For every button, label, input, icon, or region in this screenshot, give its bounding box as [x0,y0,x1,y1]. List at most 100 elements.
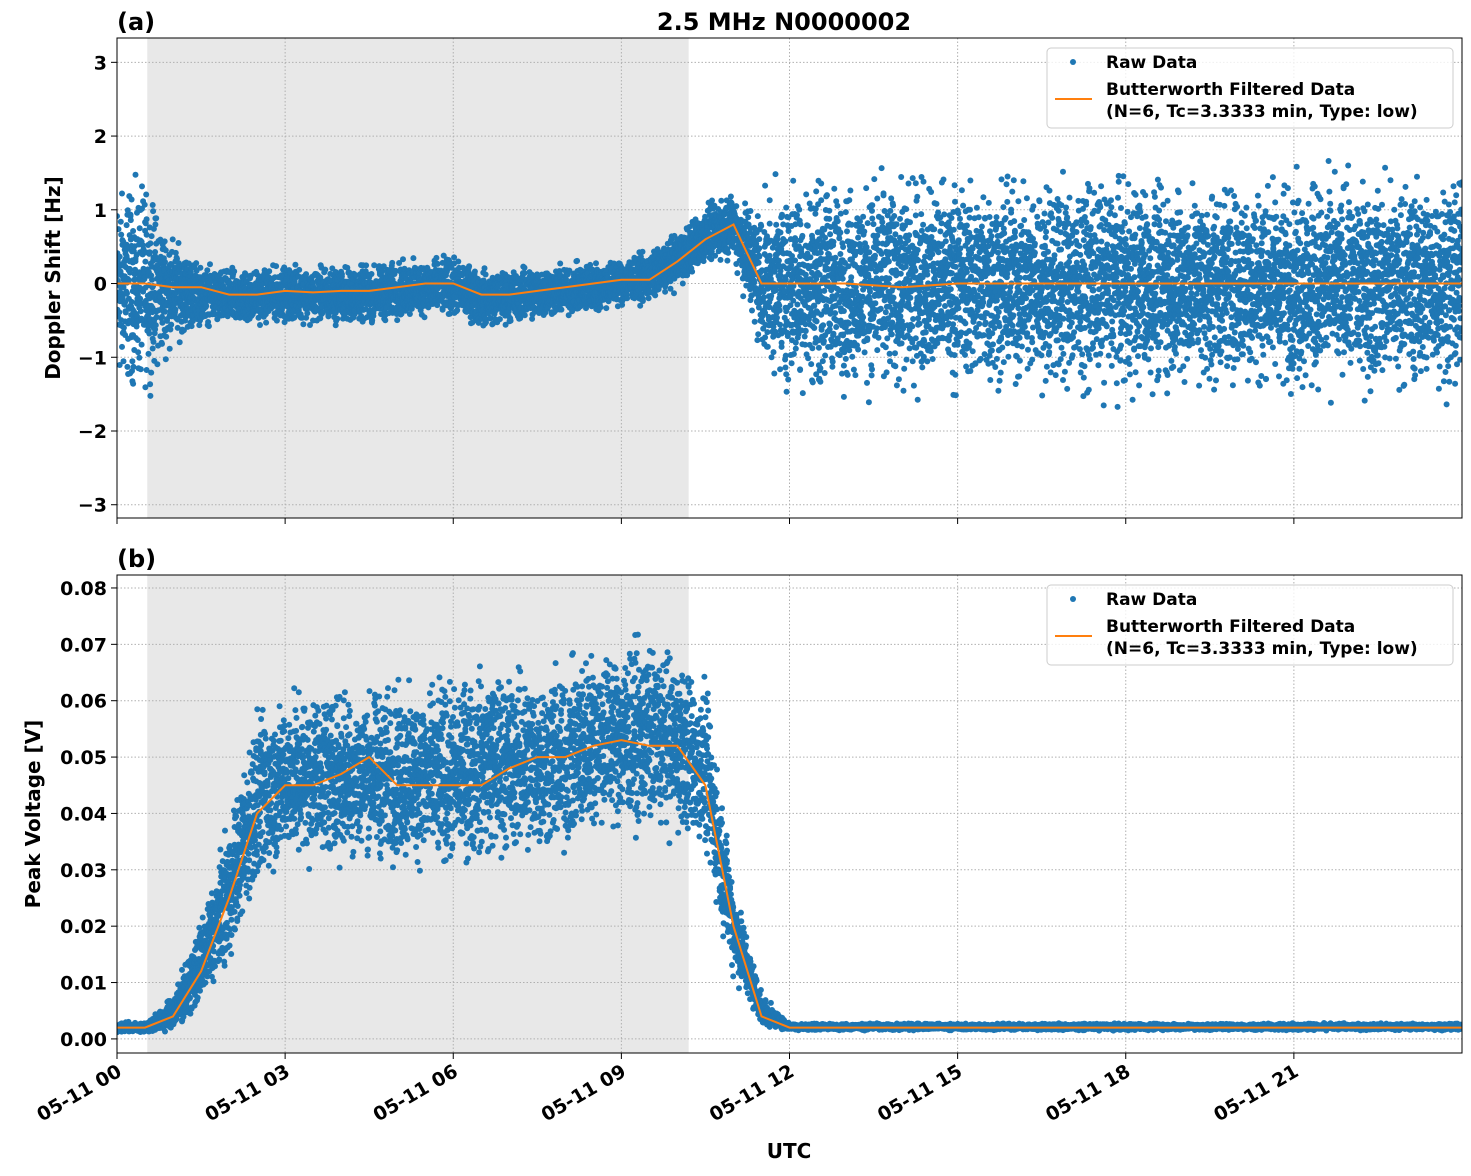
raw-data-point [150,202,156,208]
figure-title: 2.5 MHz N0000002 [657,8,911,36]
raw-data-point [138,308,144,314]
raw-data-point [322,267,328,273]
raw-data-point [680,281,686,287]
raw-data-point [718,257,724,263]
raw-data-point [300,321,306,327]
raw-data-point [483,272,489,278]
raw-data-point [339,271,345,277]
raw-data-point [400,256,406,262]
raw-data-point [455,259,461,265]
raw-data-point [574,258,580,264]
raw-data-point [689,269,695,275]
raw-data-point [118,219,124,225]
raw-data-point [370,313,376,319]
raw-data-point [671,290,677,296]
raw-data-point [734,270,740,276]
raw-data-point [203,303,209,309]
raw-data-point [130,228,136,234]
raw-data-point [131,364,137,370]
raw-data-point [153,322,159,328]
raw-data-point [150,208,156,214]
raw-data-point [593,260,599,266]
raw-data-point [207,261,213,267]
raw-data-point [508,318,514,324]
raw-data-point [163,334,169,340]
raw-data-point [167,346,173,352]
raw-data-point [624,295,630,301]
raw-data-point [522,270,528,276]
raw-data-point [144,232,150,238]
raw-data-point [522,265,528,271]
raw-data-point [394,317,400,323]
raw-data-point [152,222,158,228]
raw-data-point [149,233,155,239]
raw-data-point [646,295,652,301]
raw-data-point [144,216,150,222]
raw-data-point [147,240,153,246]
raw-data-point [718,198,724,204]
raw-data-point [137,225,143,231]
raw-data-point [172,307,178,313]
raw-data-point [742,200,748,206]
raw-data-point [124,290,130,296]
raw-data-point [170,236,176,242]
raw-data-point [146,351,152,357]
raw-data-point [148,370,154,376]
raw-data-point [117,254,123,260]
raw-data-point [176,240,182,246]
raw-data-point [482,265,488,271]
raw-data-point [146,331,152,337]
raw-data-point [193,260,199,266]
raw-data-point [266,268,272,274]
raw-data-point [440,307,446,313]
raw-data-point [433,255,439,261]
raw-data-point [197,265,203,271]
raw-data-point [142,202,148,208]
raw-data-point [231,268,237,274]
raw-data-point [382,317,388,323]
raw-data-point [598,304,604,310]
raw-data-point [749,308,755,314]
raw-data-point [162,309,168,315]
raw-data-point [116,226,122,232]
raw-data-point [334,316,340,322]
raw-data-point [133,258,139,264]
raw-data-point [152,249,158,255]
raw-data-point [206,323,212,329]
raw-data-point [725,250,731,256]
raw-data-point [257,322,263,328]
raw-data-point [303,271,309,277]
raw-data-point [751,280,757,286]
raw-data-point [121,358,127,364]
raw-data-point [128,217,134,223]
raw-data-point [130,381,136,387]
raw-data-point [147,249,153,255]
raw-data-point [558,307,564,313]
raw-data-point [135,349,141,355]
raw-data-point [557,261,563,267]
raw-data-point [745,214,751,220]
raw-data-point [138,366,144,372]
raw-data-point [522,312,528,318]
raw-data-point [143,192,149,198]
raw-data-point [274,318,280,324]
raw-data-point [662,289,668,295]
raw-data-point [733,203,739,209]
raw-data-point [177,339,183,345]
raw-data-point [142,259,148,265]
raw-data-point [119,191,125,197]
raw-data-point [135,337,141,343]
raw-data-point [136,355,142,361]
raw-data-point [121,325,127,331]
raw-data-point [748,208,754,214]
raw-data-point [273,263,279,269]
raw-data-point [389,260,395,266]
raw-data-point [154,361,160,367]
raw-data-point [119,344,125,350]
raw-data-point [435,261,441,267]
raw-data-point [139,342,145,348]
raw-data-point [407,311,413,317]
raw-data-point [454,307,460,313]
